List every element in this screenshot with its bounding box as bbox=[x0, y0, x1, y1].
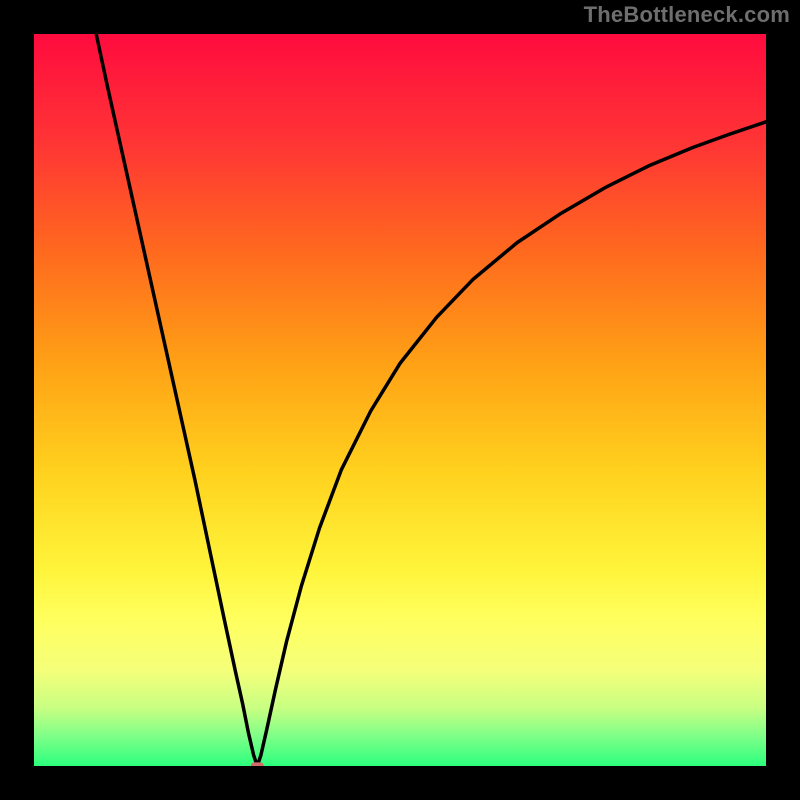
watermark-text: TheBottleneck.com bbox=[584, 2, 790, 28]
plot-area bbox=[34, 34, 766, 766]
minimum-marker bbox=[251, 762, 264, 766]
plot-background bbox=[34, 34, 766, 766]
plot-svg bbox=[34, 34, 766, 766]
chart-frame: TheBottleneck.com bbox=[0, 0, 800, 800]
